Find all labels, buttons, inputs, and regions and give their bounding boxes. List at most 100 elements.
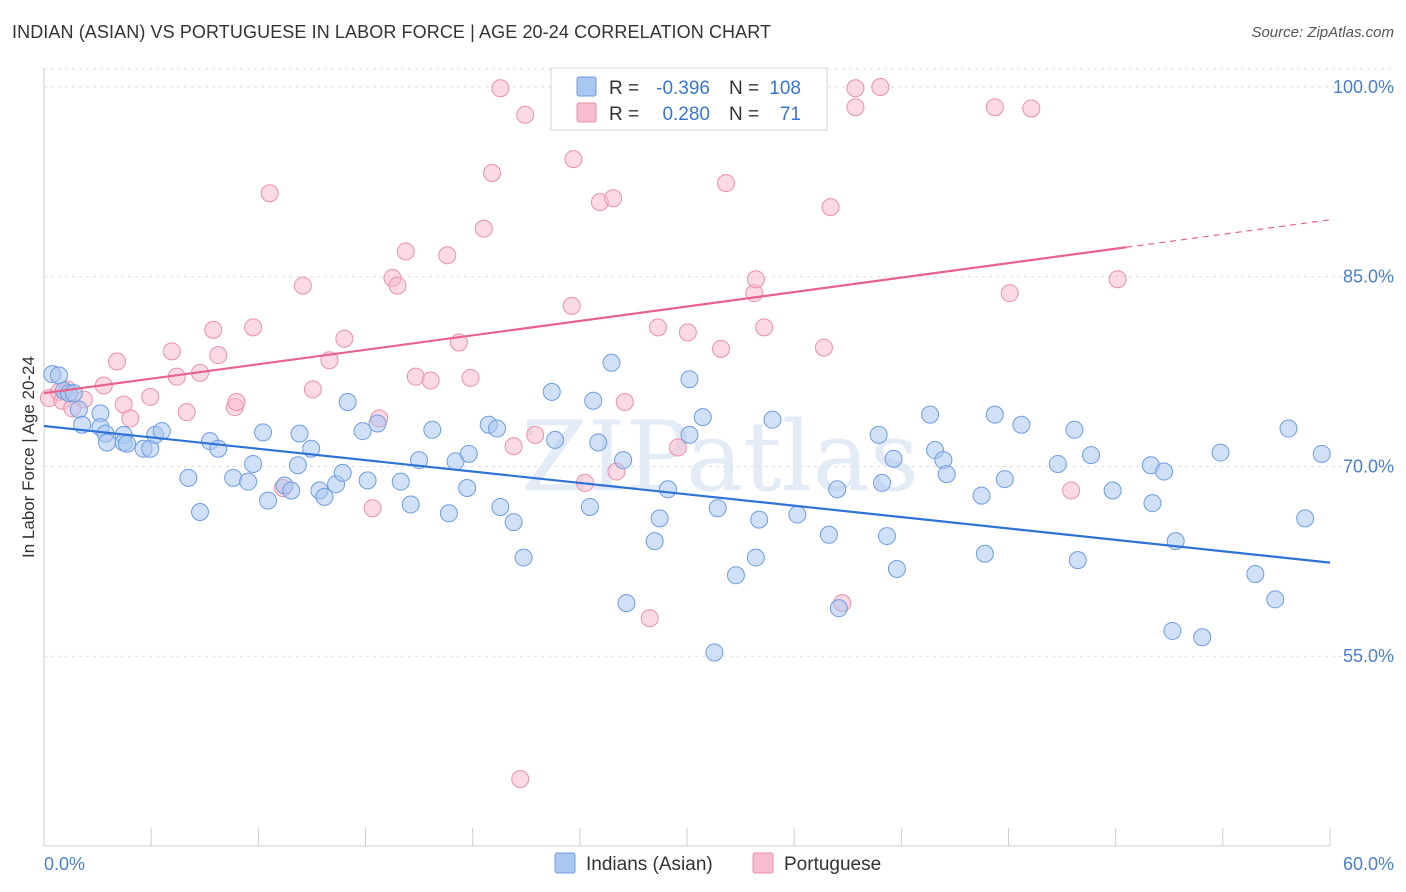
- trend-lines: [43, 219, 1331, 564]
- data-point: [290, 424, 309, 443]
- data-point: [614, 451, 633, 470]
- data-point: [650, 509, 669, 528]
- legend-r-value-indians: -0.396: [656, 78, 710, 99]
- data-point: [937, 465, 956, 484]
- data-point: [461, 368, 480, 387]
- legend-n-value-portuguese: 71: [780, 104, 801, 125]
- data-point: [363, 499, 382, 518]
- data-point: [391, 472, 410, 491]
- data-point: [1246, 565, 1265, 584]
- data-point: [617, 594, 636, 613]
- data-point: [615, 392, 634, 411]
- data-point: [1012, 415, 1031, 434]
- data-point: [1296, 509, 1315, 528]
- y-tick-label: 100.0%: [1333, 77, 1394, 97]
- data-point: [388, 276, 407, 295]
- data-point: [315, 487, 334, 506]
- data-point: [589, 433, 608, 452]
- data-point: [708, 499, 727, 518]
- data-point: [491, 497, 510, 516]
- data-point: [1082, 446, 1101, 465]
- data-point: [814, 338, 833, 357]
- data-point: [640, 609, 659, 628]
- legend-swatch-indians: [576, 76, 597, 97]
- data-point: [763, 410, 782, 429]
- data-point: [288, 456, 307, 475]
- y-axis-title: In Labor Force | Age 20-24: [19, 356, 38, 558]
- data-point: [338, 392, 357, 411]
- data-point: [491, 79, 510, 98]
- data-point: [726, 566, 745, 585]
- data-point: [580, 497, 599, 516]
- chart-title: INDIAN (ASIAN) VS PORTUGUESE IN LABOR FO…: [12, 22, 772, 42]
- data-point: [562, 296, 581, 315]
- data-point: [227, 392, 246, 411]
- x-tick-label-min: 0.0%: [44, 854, 85, 874]
- series-legend-swatch-portuguese: [752, 852, 774, 874]
- grid-lines: [44, 68, 1395, 657]
- data-point: [1048, 454, 1067, 473]
- trend-line-portuguese-extension: [1126, 219, 1331, 248]
- data-point: [282, 481, 301, 500]
- data-point: [693, 408, 712, 427]
- legend-swatch-portuguese: [576, 102, 597, 123]
- legend-r-label-indians: R =: [609, 78, 639, 99]
- data-point: [244, 318, 263, 337]
- data-point: [259, 491, 278, 510]
- data-point: [975, 544, 994, 563]
- data-point: [504, 513, 523, 532]
- data-point: [254, 423, 273, 442]
- data-point: [716, 174, 735, 193]
- data-point: [260, 184, 279, 203]
- watermark: ZIPatlas: [521, 401, 919, 513]
- data-point: [680, 370, 699, 389]
- data-point: [985, 405, 1004, 424]
- data-point: [746, 548, 765, 567]
- data-point: [439, 504, 458, 523]
- data-point: [353, 422, 372, 441]
- data-point: [504, 437, 523, 456]
- data-point: [846, 98, 865, 117]
- data-point: [98, 433, 117, 452]
- data-point: [750, 510, 769, 529]
- y-tick-labels: 55.0% 70.0% 85.0% 100.0%: [1333, 77, 1394, 666]
- series-legend: Indians (Asian) Portuguese: [554, 852, 881, 875]
- data-point: [1155, 462, 1174, 481]
- data-point: [564, 150, 583, 169]
- data-point: [604, 189, 623, 208]
- data-point: [712, 339, 731, 358]
- data-point: [869, 425, 888, 444]
- data-point: [645, 532, 664, 551]
- y-tick-label: 85.0%: [1343, 267, 1394, 287]
- data-point: [335, 329, 354, 348]
- data-point: [746, 270, 765, 289]
- data-point: [64, 384, 83, 403]
- data-point: [190, 503, 209, 522]
- data-point: [755, 318, 774, 337]
- data-point: [458, 478, 477, 497]
- data-point: [602, 353, 621, 372]
- data-point: [821, 198, 840, 217]
- data-point: [1312, 444, 1331, 463]
- data-point: [423, 420, 442, 439]
- data-point: [438, 246, 457, 265]
- data-point: [204, 320, 223, 339]
- data-point: [516, 105, 535, 124]
- data-point: [1108, 270, 1127, 289]
- data-point: [972, 486, 991, 505]
- data-point: [668, 438, 687, 457]
- data-point: [179, 468, 198, 487]
- legend-n-label-portuguese: N =: [729, 104, 759, 125]
- stats-legend: R = -0.396 N = 108 R = 0.280 N = 71: [550, 67, 828, 131]
- data-point: [1211, 443, 1230, 462]
- series-legend-label-portuguese: Portuguese: [784, 854, 881, 875]
- data-point: [788, 505, 807, 524]
- y-tick-label: 55.0%: [1343, 646, 1394, 666]
- data-point: [678, 323, 697, 342]
- legend-r-value-portuguese: 0.280: [662, 104, 710, 125]
- data-point: [1103, 481, 1122, 500]
- data-point: [1068, 551, 1087, 570]
- data-point: [819, 525, 838, 544]
- data-point: [459, 444, 478, 463]
- data-point: [244, 454, 263, 473]
